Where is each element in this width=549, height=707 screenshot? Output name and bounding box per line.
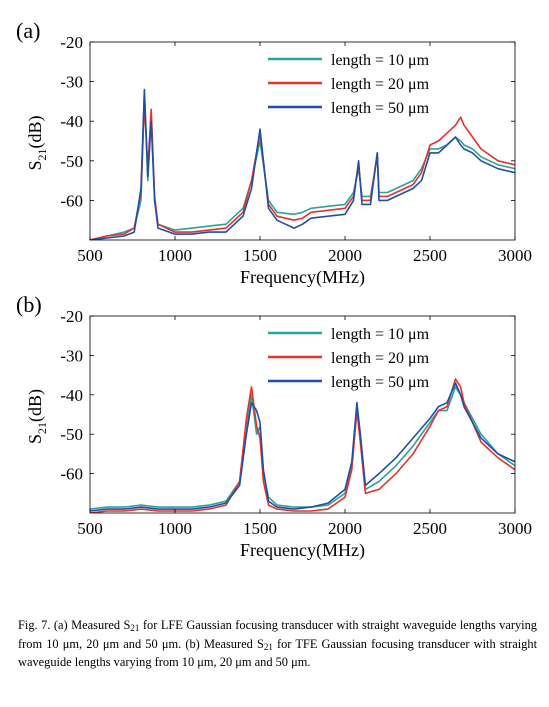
- legend-label-1: length = 10 μm: [331, 326, 430, 343]
- y-tick-label: -30: [60, 346, 83, 365]
- legend-label-3: length = 50 μm: [331, 374, 430, 391]
- y-axis-label-main: S: [25, 434, 45, 444]
- y-axis-label-unit: (dB): [25, 115, 46, 148]
- y-axis-label-subscript: 21: [35, 148, 49, 160]
- caption-text-2: for LFE Gaussian focusing transducer wit…: [18, 618, 537, 651]
- series-line-3: [90, 382, 515, 512]
- x-tick-label: 3000: [498, 519, 532, 538]
- caption-fig-label: Fig. 7.: [18, 618, 51, 632]
- y-tick-label: -50: [60, 425, 83, 444]
- caption-text-1: (a) Measured S: [53, 618, 131, 632]
- chart-panel-a: 500 1000 1500 2000 2500 3000 -20 -30 -40 -50 -60 Fr…: [16, 18, 532, 288]
- x-tick-label: 2500: [413, 519, 447, 538]
- y-axis-label-unit: (dB): [25, 389, 46, 422]
- x-tick-label: 2000: [328, 519, 362, 538]
- x-tick-label: 2500: [413, 246, 447, 265]
- y-axis-label-main: S: [25, 160, 45, 170]
- y-tick-label: -50: [60, 152, 83, 171]
- x-tick-label: 1500: [243, 246, 277, 265]
- caption-subscript-1: 21: [130, 623, 140, 633]
- caption-subscript-2: 21: [263, 641, 273, 652]
- y-axis-label-subscript: 21: [35, 422, 49, 434]
- plot-frame: [89, 41, 516, 241]
- figure-canvas: 500 1000 1500 2000 2500 3000 -20 -30 -40 -50 -60 Fr…: [16, 18, 532, 561]
- x-axis-label: Frequency(MHz): [240, 540, 365, 561]
- series-line-3: [90, 88, 515, 240]
- x-tick-label: 500: [77, 519, 103, 538]
- legend-label-2: length = 20 μm: [331, 350, 430, 367]
- legend-label-2: length = 20 μm: [331, 76, 430, 93]
- y-tick-label: -40: [60, 112, 83, 131]
- series-line-1: [90, 386, 515, 510]
- caption-text-3: for TFE Gaussian focusing transducer wit…: [18, 636, 538, 670]
- y-tick-label: -20: [60, 33, 83, 52]
- legend-label-3: length = 50 μm: [331, 100, 430, 117]
- y-tick-label: -30: [60, 73, 83, 92]
- x-axis-label: Frequency(MHz): [240, 267, 365, 288]
- series-line-2: [90, 378, 515, 513]
- y-axis-label: S21(dB): [25, 389, 49, 444]
- y-tick-label: -60: [60, 191, 83, 210]
- figure-caption: Fig. 7. (a) Measured S21 for LFE Gaussia…: [18, 618, 537, 671]
- x-tick-label: 2000: [328, 246, 362, 265]
- panel-label: (b): [16, 292, 42, 317]
- chart-panel-b: 500 1000 1500 2000 2500 3000 -20 -30 -40 -50 -60 Fr…: [16, 292, 532, 561]
- x-tick-label: 500: [77, 246, 103, 265]
- y-axis-label: S21(dB): [25, 115, 49, 170]
- x-tick-label: 3000: [498, 246, 532, 265]
- y-tick-label: -20: [60, 307, 83, 326]
- y-tick-label: -40: [60, 386, 83, 405]
- panel-label: (a): [16, 18, 40, 43]
- x-tick-label: 1000: [158, 246, 192, 265]
- x-tick-label: 1000: [158, 519, 192, 538]
- plot-frame: [89, 315, 516, 514]
- x-tick-label: 1500: [243, 519, 277, 538]
- legend-label-1: length = 10 μm: [331, 52, 430, 69]
- y-tick-label: -60: [60, 465, 83, 484]
